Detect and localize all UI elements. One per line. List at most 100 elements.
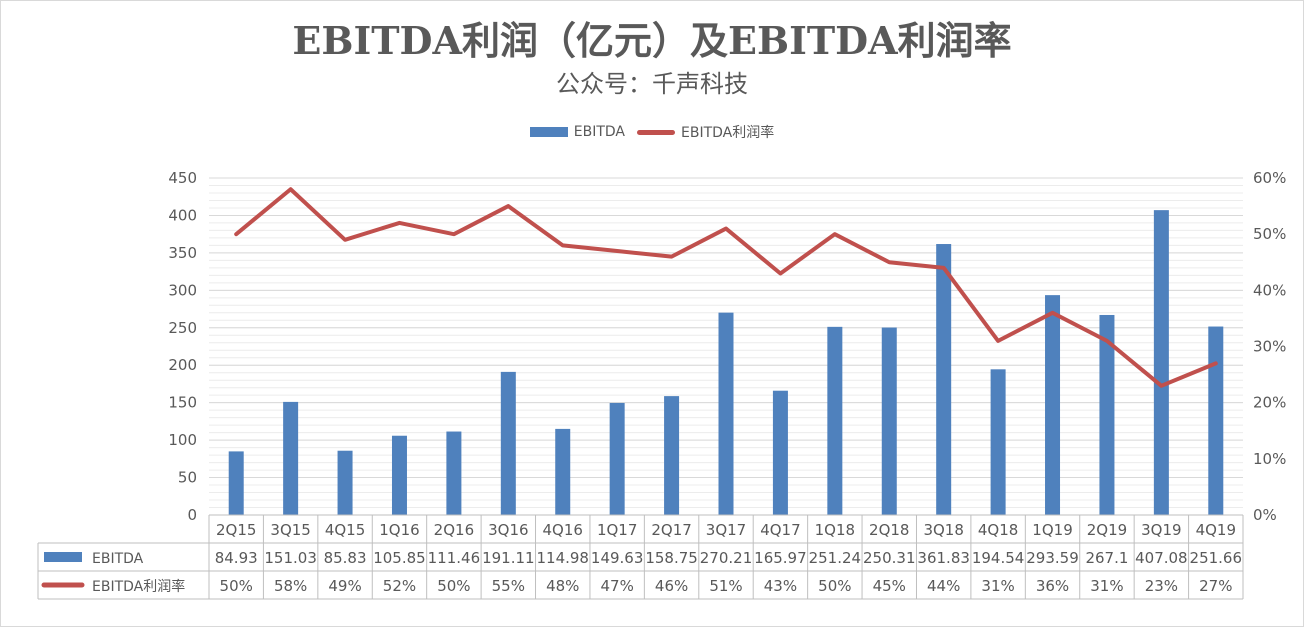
left-axis-tick-label: 100	[168, 431, 197, 449]
bar	[1045, 295, 1061, 515]
category-label: 3Q17	[706, 521, 746, 539]
bar	[228, 451, 244, 515]
table-value-margin: 31%	[1090, 577, 1123, 595]
category-label: 1Q18	[815, 521, 855, 539]
table-value-margin: 36%	[1036, 577, 1069, 595]
table-value-ebitda: 191.11	[482, 549, 535, 567]
bar	[555, 428, 571, 515]
table-value-ebitda: 165.97	[754, 549, 807, 567]
left-axis-tick-label: 300	[168, 281, 197, 299]
table-value-margin: 47%	[600, 577, 633, 595]
table-value-margin: 51%	[709, 577, 742, 595]
bar	[664, 396, 680, 515]
legend-item-margin: EBITDA利润率	[637, 122, 774, 142]
bar	[500, 371, 516, 515]
table-key-bar	[44, 552, 82, 562]
bar	[718, 312, 734, 515]
series-line	[234, 187, 1218, 388]
table-row-name-margin: EBITDA利润率	[92, 578, 185, 595]
category-label: 2Q19	[1087, 521, 1127, 539]
legend-swatch-line	[637, 129, 675, 135]
table-value-margin: 58%	[274, 577, 307, 595]
category-label: 2Q18	[869, 521, 909, 539]
category-label: 1Q17	[597, 521, 637, 539]
table-value-ebitda: 251.24	[809, 549, 862, 567]
left-axis-tick-label: 350	[168, 244, 197, 262]
table-value-ebitda: 111.46	[428, 549, 481, 567]
bar	[827, 326, 843, 515]
bar	[337, 450, 353, 515]
table-value-ebitda: 361.83	[917, 549, 970, 567]
legend-label-margin: EBITDA利润率	[681, 125, 775, 141]
bar	[1153, 210, 1169, 515]
category-label: 1Q19	[1032, 521, 1072, 539]
category-label: 3Q16	[488, 521, 528, 539]
right-axis-tick-label: 50%	[1253, 225, 1286, 243]
left-axis-tick-label: 0	[187, 506, 197, 524]
table-value-ebitda: 151.03	[264, 549, 317, 567]
table-value-margin: 52%	[383, 577, 416, 595]
right-axis-tick-label: 20%	[1253, 394, 1286, 412]
right-axis-tick-label: 30%	[1253, 338, 1286, 356]
legend-item-ebitda: EBITDA	[529, 124, 625, 140]
table-row-name-ebitda: EBITDA	[92, 551, 144, 567]
bar	[609, 402, 625, 515]
chart-legend: EBITDA EBITDA利润率	[0, 122, 1304, 142]
bar	[283, 401, 299, 515]
bar	[936, 244, 952, 515]
table-value-margin: 23%	[1145, 577, 1178, 595]
bar	[772, 390, 788, 515]
chart-title: EBITDA利润（亿元）及EBITDA利润率	[292, 18, 1012, 63]
table-value-ebitda: 267.1	[1085, 549, 1128, 567]
table-value-ebitda: 270.21	[700, 549, 753, 567]
category-label: 4Q16	[543, 521, 583, 539]
left-axis-tick-label: 50	[178, 469, 197, 487]
table-value-margin: 27%	[1199, 577, 1232, 595]
right-axis-tick-label: 40%	[1253, 281, 1286, 299]
left-axis-tick-label: 150	[168, 394, 197, 412]
category-label: 4Q17	[760, 521, 800, 539]
category-label: 3Q18	[923, 521, 963, 539]
bar	[990, 369, 1006, 515]
table-value-ebitda: 251.66	[1190, 549, 1243, 567]
bar	[881, 327, 897, 515]
left-axis-tick-label: 200	[168, 356, 197, 374]
table-value-margin: 50%	[818, 577, 851, 595]
table-value-ebitda: 407.08	[1135, 549, 1188, 567]
table-value-ebitda: 85.83	[324, 549, 367, 567]
table-value-margin: 43%	[764, 577, 797, 595]
category-label: 1Q16	[379, 521, 419, 539]
table-value-margin: 55%	[492, 577, 525, 595]
left-axis-tick-label: 250	[168, 319, 197, 337]
category-label: 4Q18	[978, 521, 1018, 539]
table-value-ebitda: 149.63	[591, 549, 644, 567]
bar	[446, 431, 462, 515]
category-label: 3Q19	[1141, 521, 1181, 539]
table-value-margin: 44%	[927, 577, 960, 595]
table-value-margin: 50%	[437, 577, 470, 595]
table-value-ebitda: 293.59	[1026, 549, 1079, 567]
table-value-margin: 45%	[873, 577, 906, 595]
table-value-ebitda: 105.85	[373, 549, 426, 567]
category-label: 2Q15	[216, 521, 256, 539]
table-value-ebitda: 250.31	[863, 549, 916, 567]
legend-label-ebitda: EBITDA	[573, 124, 625, 140]
table-value-ebitda: 158.75	[645, 549, 698, 567]
category-label: 2Q16	[434, 521, 474, 539]
table-value-margin: 31%	[981, 577, 1014, 595]
bar	[1208, 326, 1224, 515]
bar	[391, 435, 407, 515]
table-value-ebitda: 84.93	[215, 549, 258, 567]
category-label: 4Q19	[1196, 521, 1236, 539]
bar	[1099, 314, 1115, 515]
category-label: 2Q17	[651, 521, 691, 539]
table-value-margin: 48%	[546, 577, 579, 595]
table-value-ebitda: 194.54	[972, 549, 1025, 567]
left-axis-tick-label: 450	[168, 169, 197, 187]
right-axis-tick-label: 60%	[1253, 169, 1286, 187]
chart-subtitle: 公众号：千声科技	[556, 70, 748, 98]
table-value-ebitda: 114.98	[536, 549, 589, 567]
table-value-margin: 46%	[655, 577, 688, 595]
